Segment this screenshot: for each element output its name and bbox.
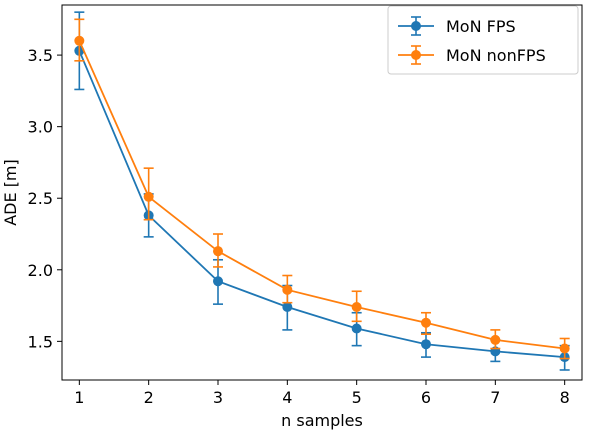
data-point xyxy=(421,339,431,350)
y-tick-label: 2.5 xyxy=(28,189,53,208)
series-line xyxy=(78,50,565,358)
series-2 xyxy=(74,18,570,360)
data-point xyxy=(351,302,362,313)
legend: MoN FPS MoN nonFPS xyxy=(387,5,579,75)
y-tick-label: 3.0 xyxy=(28,118,53,137)
y-tick-label: 3.5 xyxy=(28,46,53,65)
data-point xyxy=(559,343,570,354)
x-tick-label: 2 xyxy=(144,388,154,407)
x-tick-label: 8 xyxy=(560,388,570,407)
x-tick-label: 7 xyxy=(490,388,500,407)
x-tick-label: 4 xyxy=(282,388,292,407)
data-point xyxy=(421,317,431,328)
y-tick-label: 1.5 xyxy=(28,332,53,351)
x-tick-label: 5 xyxy=(352,388,362,407)
legend-label: MoN nonFPS xyxy=(446,46,546,65)
y-tick-label: 2.0 xyxy=(28,261,53,280)
axes-frame xyxy=(61,4,583,381)
data-point xyxy=(351,323,362,334)
x-axis-label: n samples xyxy=(281,411,363,430)
legend-entry: MoN nonFPS xyxy=(398,45,546,65)
legend-label: MoN FPS xyxy=(446,17,516,36)
x-tick-label: 6 xyxy=(421,388,431,407)
x-tick-label: 3 xyxy=(213,388,223,407)
series-layer xyxy=(74,11,570,371)
x-axis-ticks: 1 2 3 4 5 6 7 8 xyxy=(74,380,570,407)
x-tick-label: 1 xyxy=(74,388,84,407)
data-point xyxy=(282,284,293,295)
data-point xyxy=(213,276,223,287)
y-axis-ticks: 1.5 2.0 2.5 3.0 3.5 xyxy=(28,46,62,351)
data-point xyxy=(282,302,293,313)
y-axis-label: ADE [m] xyxy=(1,159,20,226)
data-point xyxy=(213,246,223,257)
legend-marker xyxy=(411,50,421,60)
series-line xyxy=(78,40,565,350)
data-point xyxy=(74,35,85,46)
data-point xyxy=(490,334,501,345)
data-point xyxy=(143,191,154,202)
legend-marker xyxy=(411,21,421,31)
legend-entry: MoN FPS xyxy=(398,16,516,36)
legend-box xyxy=(387,5,579,75)
series-1 xyxy=(74,11,570,371)
